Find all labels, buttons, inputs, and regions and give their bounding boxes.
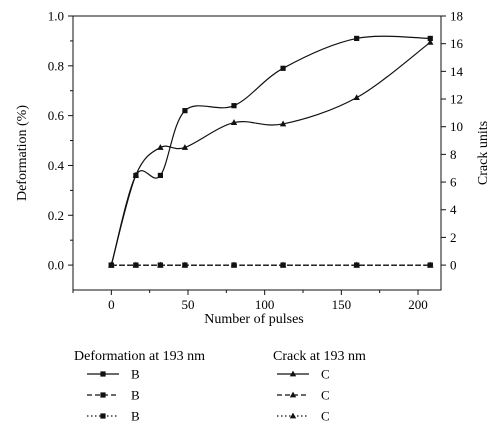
- y-right-tick-label: 10: [450, 119, 463, 134]
- y-right-tick-label: 0: [450, 258, 457, 273]
- series-line-square-solid: [110, 35, 431, 266]
- x-tick-label: 200: [408, 297, 428, 312]
- legend-title-deformation: Deformation at 193 nm: [74, 349, 205, 364]
- x-tick-label: 100: [255, 297, 275, 312]
- y-axis-right-title: Crack units: [476, 121, 491, 185]
- data-point-triangle: [353, 261, 360, 268]
- y-left-tick-label: 0.6: [48, 108, 65, 123]
- y-right-tick-label: 6: [450, 175, 457, 190]
- data-point-triangle: [427, 38, 434, 45]
- data-point-triangle: [157, 144, 164, 150]
- y-right-tick-label: 12: [450, 92, 463, 107]
- series-line-triangle-solid: [110, 41, 431, 266]
- data-point-triangle: [132, 261, 140, 268]
- legend-marker-square: [100, 371, 106, 377]
- legend-marker-square: [100, 392, 106, 398]
- x-tick-label: 150: [332, 297, 352, 312]
- y-left-tick-label: 1.0: [48, 9, 64, 24]
- legend-label: B: [131, 409, 140, 424]
- x-axis-title: Number of pulses: [204, 312, 304, 327]
- legend-label: B: [131, 367, 140, 382]
- y-left-tick-label: 0.4: [48, 158, 65, 173]
- data-point-triangle: [230, 261, 238, 268]
- data-point-square: [157, 172, 163, 179]
- data-point-triangle: [353, 94, 360, 101]
- data-point-square: [354, 35, 360, 42]
- legend-label: C: [321, 409, 330, 424]
- data-point-triangle: [108, 261, 115, 268]
- data-point-triangle: [157, 261, 164, 268]
- data-point-square: [231, 103, 237, 109]
- y-right-tick-label: 2: [450, 230, 457, 245]
- data-point-triangle: [427, 261, 434, 268]
- data-point-square: [182, 108, 188, 114]
- y-left-tick-label: 0.0: [48, 258, 64, 273]
- data-point-triangle: [181, 261, 189, 268]
- y-right-tick-label: 8: [450, 147, 457, 162]
- data-point-square: [427, 35, 433, 42]
- legend-label: C: [321, 367, 330, 382]
- data-point-triangle: [230, 119, 238, 125]
- legend-deformation: Deformation at 193 nm BBB: [74, 349, 205, 424]
- plot-frame: [72, 15, 442, 291]
- data-point-square: [280, 65, 286, 71]
- legend-label: B: [131, 388, 140, 403]
- y-left-tick-label: 0.8: [48, 58, 64, 73]
- x-tick-label: 0: [108, 297, 115, 312]
- legend-marker-triangle: [289, 412, 297, 419]
- data-point-triangle: [132, 171, 140, 178]
- data-point-triangle: [279, 120, 287, 127]
- legend-crack: Crack at 193 nm CCC: [273, 349, 366, 424]
- x-tick-label: 50: [182, 297, 195, 312]
- legend-label: C: [321, 388, 330, 403]
- legend-title-crack: Crack at 193 nm: [273, 349, 366, 364]
- y-right-tick-label: 18: [450, 9, 463, 24]
- y-right-tick-label: 14: [450, 64, 464, 79]
- y-axis-left-title: Deformation (%): [15, 105, 30, 201]
- y-left-tick-label: 0.2: [48, 208, 64, 223]
- data-point-triangle: [181, 144, 189, 150]
- y-right-tick-label: 16: [450, 36, 464, 51]
- legend-marker-triangle: [289, 370, 297, 377]
- data-point-triangle: [279, 261, 287, 268]
- legend-marker-square: [100, 413, 106, 419]
- y-right-tick-label: 4: [450, 202, 457, 217]
- legend-marker-triangle: [289, 391, 297, 398]
